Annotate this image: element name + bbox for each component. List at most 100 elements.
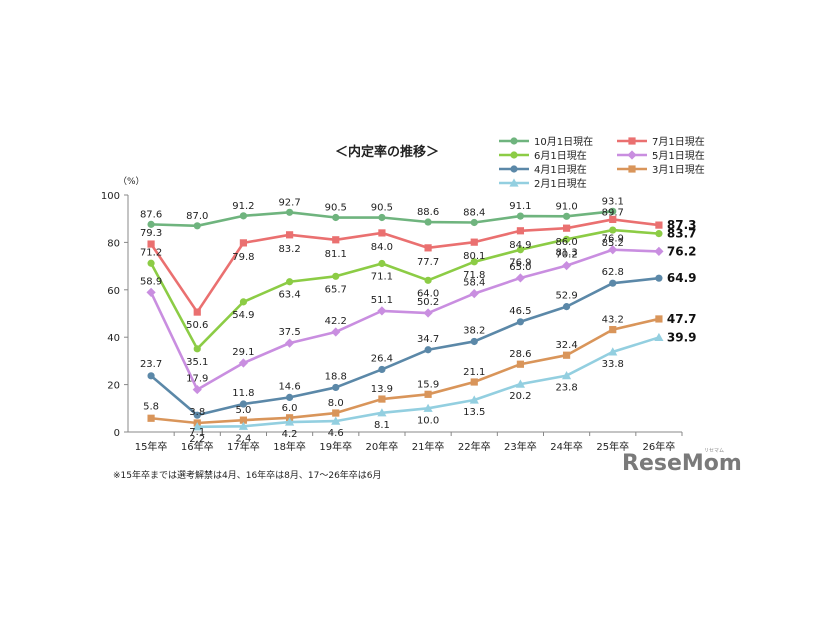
data-point [285,278,294,286]
data-point [510,165,518,173]
data-label: 5.0 [235,405,251,416]
data-point [424,346,432,354]
data-label: 21.1 [463,367,485,378]
data-point [516,360,525,368]
watermark-logo: ReseMom リセマム [622,448,742,476]
legend-label: 5月1日現在 [652,150,705,162]
data-label: 64.9 [667,271,697,285]
y-tick-label: 80 [107,238,120,249]
data-label: 51.1 [371,295,393,306]
data-point [628,137,636,145]
data-label: 79.8 [232,252,254,263]
data-point [655,230,663,238]
data-point [510,137,518,145]
data-point [285,231,294,239]
data-label: 39.9 [667,330,697,344]
y-tick-label: 100 [101,191,120,202]
watermark-text: ReseMom [622,451,742,476]
data-point [470,218,478,227]
data-point [284,338,295,348]
x-tick-label: 23年卒 [504,440,537,453]
data-label: 89.7 [602,207,624,218]
data-point [516,246,525,254]
data-point [332,383,340,392]
data-point [609,326,617,334]
data-point [516,227,525,235]
x-tick-label: 24年卒 [550,440,583,453]
data-point [609,207,617,215]
x-tick-label: 16年卒 [181,440,214,453]
data-point [239,400,248,408]
legend-label: 10月1日現在 [534,136,593,148]
data-label: 81.3 [555,247,577,258]
data-point [654,246,664,257]
data-label: 79.3 [140,228,162,239]
data-label: 10.0 [417,415,439,426]
data-point [609,279,617,287]
data-label: 83.7 [667,227,697,241]
data-label: 3.8 [189,407,205,418]
data-label: 35.1 [186,357,208,368]
data-point [147,414,155,422]
data-point [147,372,155,380]
series-line [149,228,660,351]
data-point [192,422,202,431]
series-10月1日現在 [147,207,617,230]
data-point [515,273,526,283]
data-point [516,212,525,220]
series-line [150,276,660,417]
y-axis: 0 20 40 60 80 100 [101,191,129,439]
data-point [147,259,155,267]
data-point [193,222,201,230]
data-point [332,236,340,244]
data-point [193,345,201,353]
data-label: 4.6 [328,428,344,439]
data-label: 58.4 [463,278,485,289]
data-point [562,351,571,359]
data-label: 88.6 [417,207,439,218]
data-point [469,288,479,299]
data-label: 13.5 [463,407,485,418]
legend-item: 5月1日現在 [617,150,705,162]
data-label: 50.2 [417,297,439,308]
y-tick-label: 0 [114,428,120,439]
data-label: 32.4 [555,340,577,351]
data-label: 38.2 [463,325,485,336]
data-label: 2.4 [235,433,251,444]
data-label: 88.4 [463,207,485,218]
data-point [424,276,432,284]
series-layer [146,207,664,431]
legend-label: 2月1日現在 [534,178,587,190]
data-point [193,411,201,419]
x-tick-label: 15年卒 [135,440,168,453]
x-tick-label: 18年卒 [273,440,306,453]
legend-item: 2月1日現在 [499,178,587,190]
data-point [284,417,295,426]
data-label: 2.2 [189,434,205,445]
data-label: 92.7 [278,197,300,208]
data-label: 77.7 [417,257,439,268]
data-point [608,245,618,255]
data-point [331,416,341,425]
data-point [470,258,478,266]
data-point [509,178,519,187]
data-point [331,327,341,337]
data-point [377,408,387,417]
data-label: 54.9 [232,310,254,321]
data-point [562,224,571,232]
data-point [609,215,617,224]
data-label: 20.2 [509,391,531,402]
data-point [332,272,340,280]
series-7月1日現在 [147,215,663,316]
y-axis-unit: （%） [118,176,145,187]
chart-title: ＜内定率の推移＞ [335,144,439,160]
data-point [238,358,249,368]
legend-label: 4月1日現在 [534,164,587,176]
legend-item: 3月1日現在 [617,164,705,176]
data-label: 85.2 [602,238,624,249]
data-label: 8.1 [374,420,390,431]
data-label: 28.6 [509,349,531,360]
data-label: 29.1 [232,347,254,358]
data-point [239,298,248,306]
